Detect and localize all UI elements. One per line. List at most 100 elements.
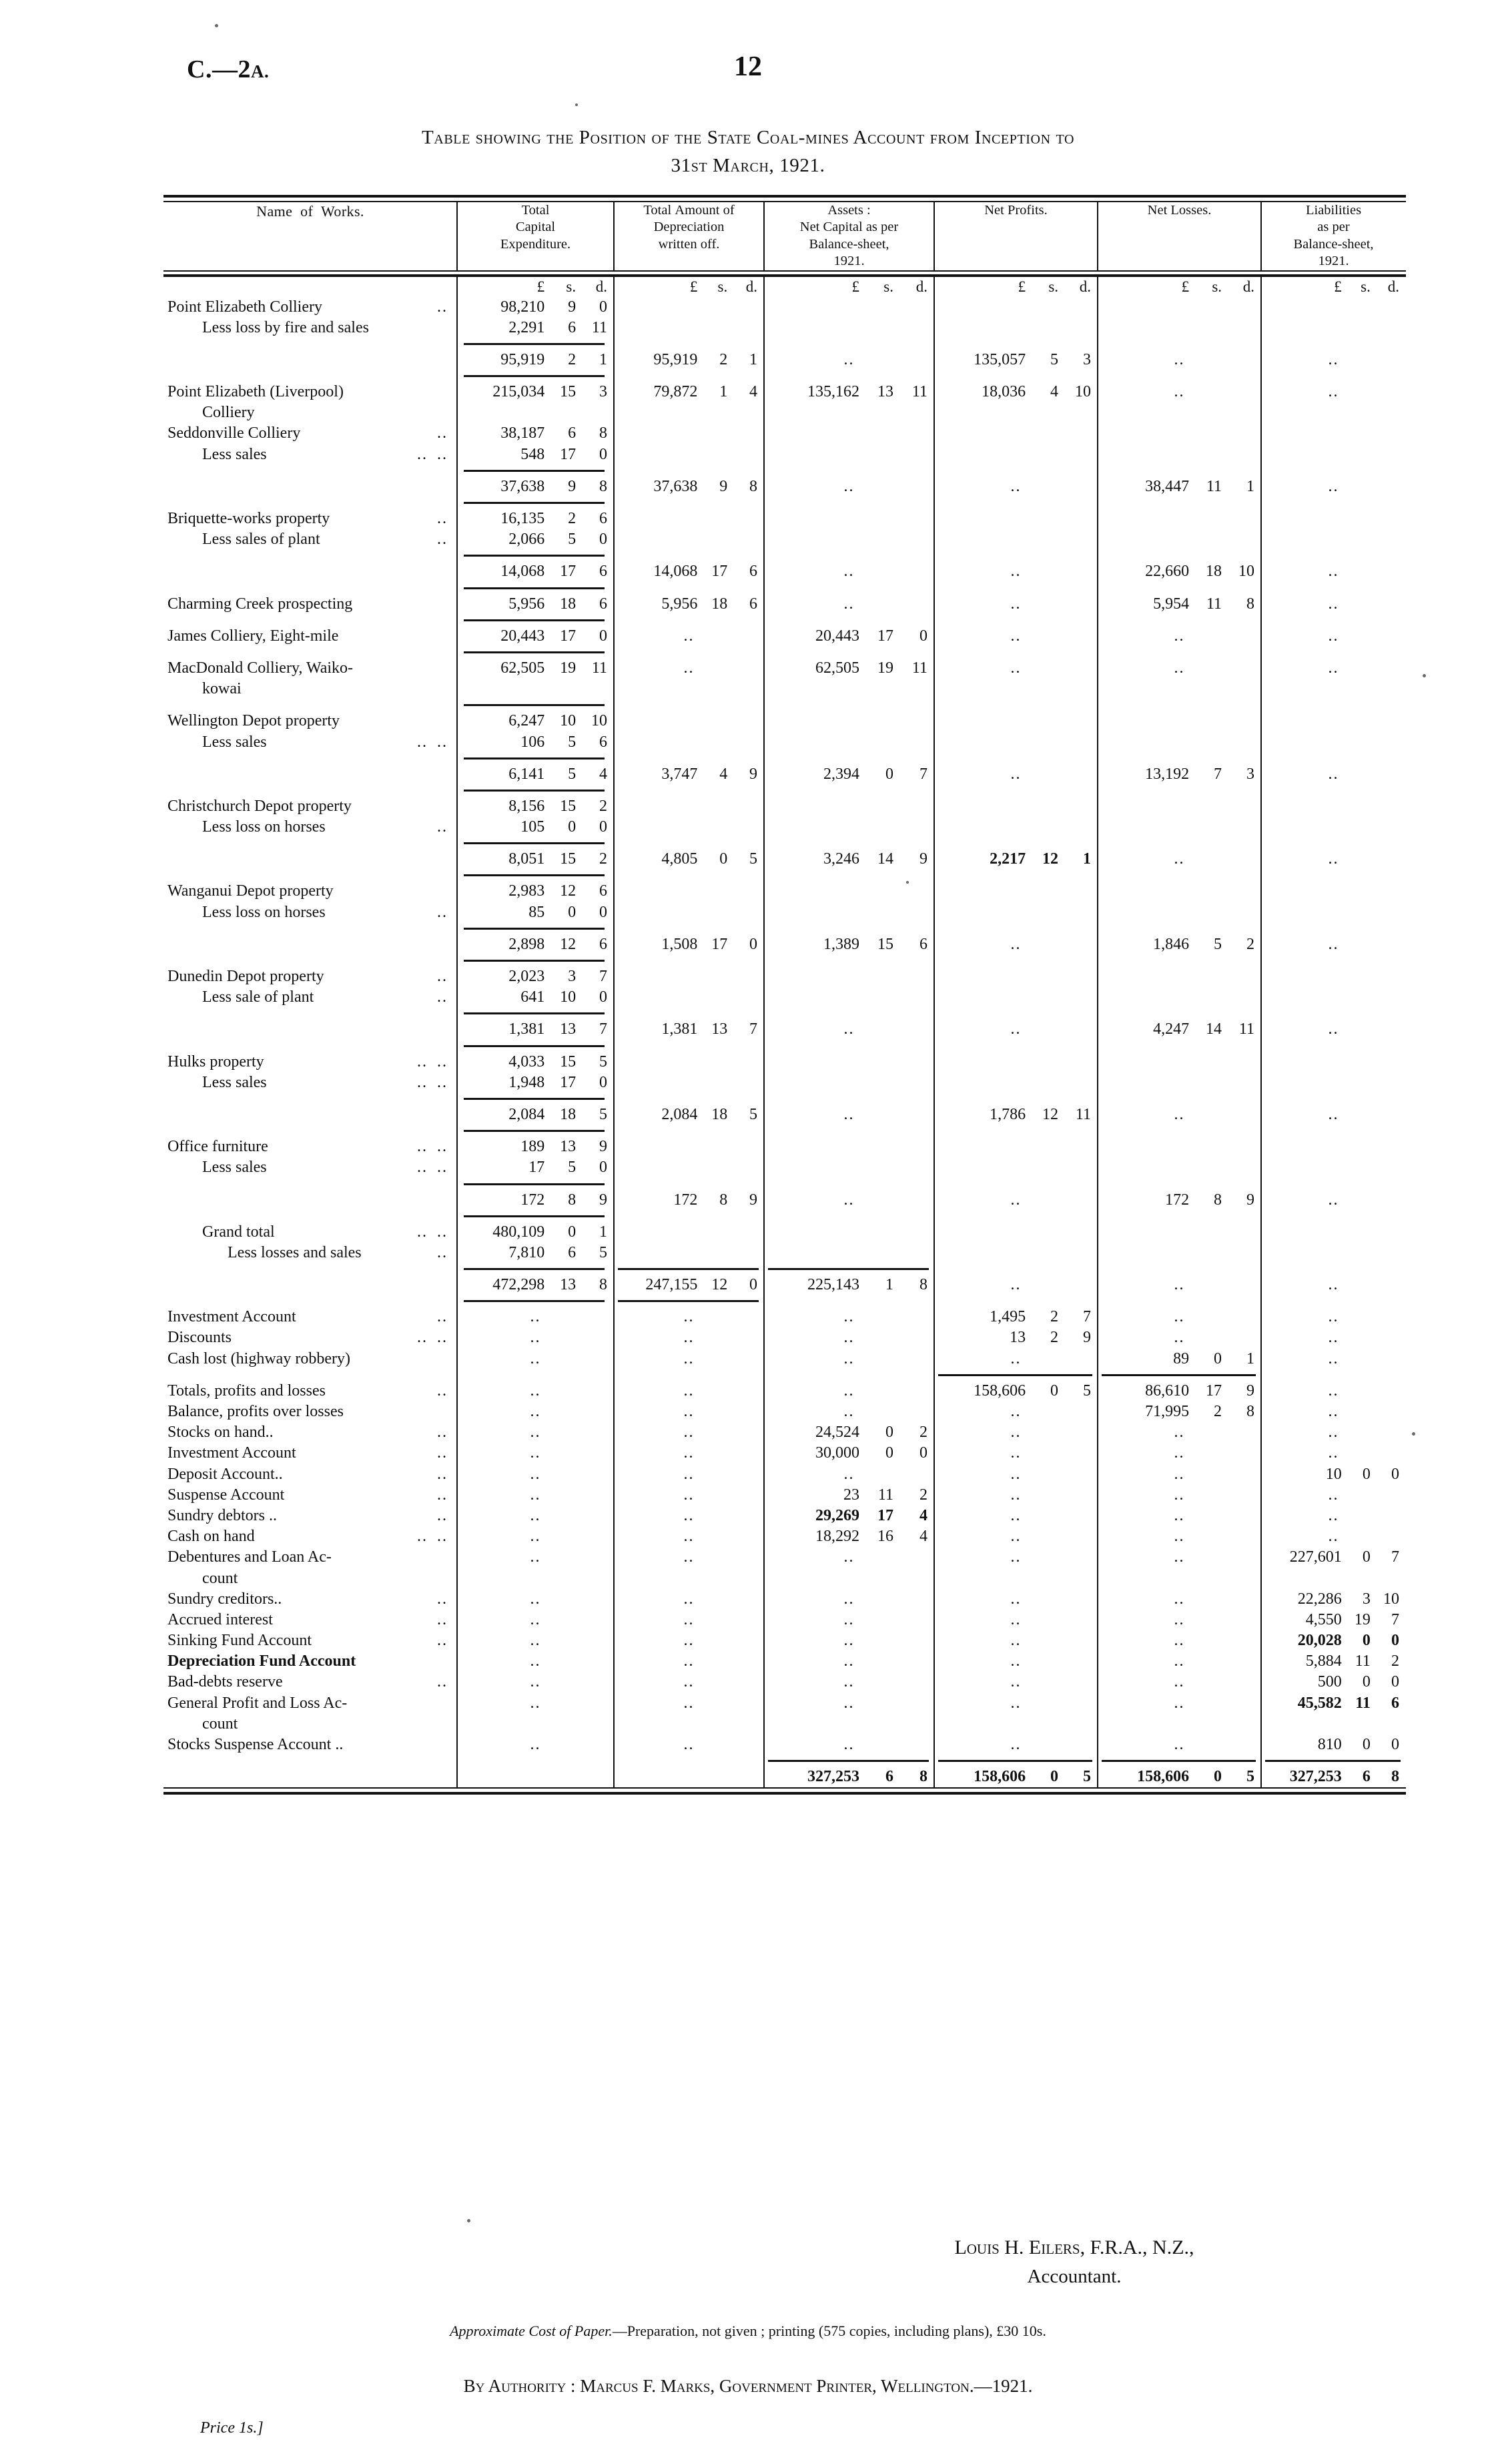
- cell-profits: ..: [1010, 1673, 1022, 1691]
- cell-liabilities: ..: [1328, 1528, 1339, 1546]
- cell-assets: 2,394 0 7: [823, 765, 927, 783]
- row-label: kowai: [202, 680, 242, 698]
- cell-losses: 00: [1098, 1243, 1261, 1263]
- cell-depreciation: 172 8 9: [673, 1191, 757, 1209]
- cell-liabilities: 00: [1261, 1243, 1406, 1263]
- row-label: Point Elizabeth (Liverpool): [167, 383, 344, 401]
- cell-capital: 2,084 18 5: [508, 1105, 607, 1123]
- cell-assets: ..: [843, 1308, 855, 1326]
- cell-assets: 62,505 19 11: [815, 659, 927, 677]
- cell-assets: 30,000 0 0: [815, 1444, 927, 1462]
- sub-total-rule-row: [163, 1040, 1406, 1052]
- cell-assets: 18,292 16 4: [815, 1528, 927, 1546]
- cell-losses: ..: [1174, 1308, 1185, 1326]
- cell-profits: 1,786 12 11: [990, 1105, 1091, 1123]
- cell-depreciation: ..: [683, 659, 695, 677]
- table-row: Less sales....1,9481700000000000: [163, 1072, 1406, 1093]
- row-label: Investment Account..: [167, 1308, 448, 1326]
- table-row: Briquette-works property..16,13526000000…: [163, 509, 1406, 529]
- row-label: Investment Account..: [167, 1444, 448, 1462]
- cell-assets: 00: [764, 444, 934, 465]
- column-separator: [456, 276, 458, 1788]
- cell-capital: 62,505 19 11: [500, 659, 607, 677]
- cell-losses: 5,954 11 8: [1153, 595, 1254, 613]
- table-row: Office furniture....1891390000000000: [163, 1137, 1406, 1157]
- cell-depreciation: ..: [683, 1329, 695, 1347]
- cell-depreciation: 00: [614, 902, 764, 923]
- cell-assets: 23 11 2: [843, 1486, 927, 1504]
- cell-capital: ..: [530, 1528, 541, 1546]
- sub-total-rule-row: [163, 615, 1406, 626]
- column-separator-header: [763, 202, 765, 270]
- row-label: Sinking Fund Account..: [167, 1632, 448, 1650]
- cell-depreciation: ..: [683, 1308, 695, 1326]
- col-header-assets: Assets : Net Capital as per Balance-sheet,…: [799, 203, 899, 269]
- cell-liabilities: ..: [1328, 350, 1339, 368]
- row-label: Stocks on hand....: [167, 1424, 448, 1442]
- cell-capital: ..: [530, 1349, 541, 1367]
- cell-liabilities: 00: [1261, 1568, 1406, 1589]
- cell-assets: 00: [764, 679, 934, 699]
- cell-liabilities: ..: [1328, 659, 1339, 677]
- row-label: James Colliery, Eight-mile: [167, 627, 339, 645]
- cell-assets: 00: [764, 711, 934, 731]
- cell-profits: 2,217 12 1: [990, 850, 1091, 868]
- cell-depreciation: ..: [683, 1652, 695, 1670]
- cell-assets: ..: [843, 1590, 855, 1608]
- cell-depreciation: 14,068 17 6: [653, 563, 757, 581]
- cell-liabilities: 00: [1261, 318, 1406, 338]
- cell-liabilities: ..: [1328, 627, 1339, 645]
- cell-assets: 00: [764, 402, 934, 423]
- column-separator: [613, 276, 615, 1788]
- cell-losses: 00: [1098, 1137, 1261, 1157]
- sub-total-rule-row: [163, 1093, 1406, 1105]
- row-label: Wanganui Depot property: [167, 882, 334, 900]
- table-row: Point Elizabeth (Liverpool) 215,034 15 3 79,…: [163, 382, 1406, 402]
- sub-total-rule-row: [163, 1263, 1406, 1275]
- cell-liabilities: ..: [1328, 477, 1339, 495]
- cell-liabilities: ..: [1328, 383, 1339, 401]
- cell-profits: ..: [1010, 1403, 1022, 1421]
- cell-profits: 00: [934, 423, 1098, 444]
- cell-capital: 85 0 0: [528, 903, 607, 921]
- cell-profits: 00: [934, 1222, 1098, 1243]
- cell-profits: 00: [934, 679, 1098, 699]
- sub-total-rule-row: [163, 1125, 1406, 1137]
- table-top-rule: [163, 195, 1406, 198]
- table-row: 14,068 17 6 14,068 17 6.... 22,660 18 10..: [163, 561, 1406, 582]
- cell-losses: ..: [1174, 1694, 1185, 1712]
- cell-profits: 00: [934, 1052, 1098, 1072]
- cell-profits: ..: [1010, 1610, 1022, 1628]
- cell-capital: ..: [530, 1403, 541, 1421]
- cell-capital: 2,066 5 0: [508, 531, 607, 549]
- cell-liabilities: 00: [1261, 1052, 1406, 1072]
- currency-header-assets: £ s. d.: [851, 278, 928, 295]
- cell-profits: 00: [934, 1072, 1098, 1093]
- column-separator: [933, 276, 935, 1788]
- cell-depreciation: 00: [614, 1137, 764, 1157]
- cell-liabilities: 00: [1261, 423, 1406, 444]
- row-label: Suspense Account..: [167, 1486, 448, 1504]
- cell-depreciation: ..: [683, 627, 695, 645]
- cell-profits: 00: [934, 1137, 1098, 1157]
- cell-capital: 105 0 0: [520, 818, 607, 836]
- cell-depreciation: ..: [683, 1381, 695, 1400]
- cell-profits: 00: [934, 1714, 1098, 1735]
- cell-capital: ..: [530, 1486, 541, 1504]
- cell-assets: 00: [764, 902, 934, 923]
- currency-header-row: £ s. d. £ s. d. £ s. d. £ s. d. £ s. d. £ s. d.: [163, 277, 1406, 297]
- cell-depreciation: ..: [683, 1444, 695, 1462]
- currency-header-profits: £ s. d.: [1018, 278, 1091, 295]
- cell-depreciation: 00: [614, 881, 764, 902]
- cell-losses: 00: [1098, 902, 1261, 923]
- table-row: Cash lost (highway robbery)........ 89 0 1.…: [163, 1349, 1406, 1369]
- column-separator-header: [1097, 202, 1098, 270]
- cell-liabilities: 22,286 3 10: [1297, 1590, 1399, 1608]
- cell-losses: 00: [1098, 711, 1261, 731]
- cell-depreciation: 00: [614, 444, 764, 465]
- sub-total-rule-row: [163, 1211, 1406, 1222]
- cell-assets: 00: [764, 423, 934, 444]
- cell-profits: 1,495 2 7: [990, 1308, 1091, 1326]
- cell-liabilities: 00: [1261, 796, 1406, 817]
